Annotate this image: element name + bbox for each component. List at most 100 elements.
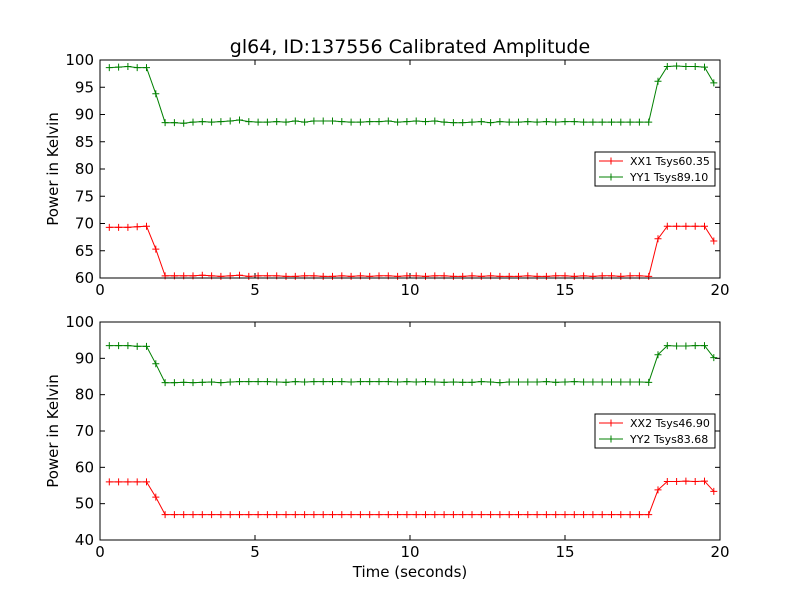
x-tick-label: 20	[710, 543, 729, 561]
data-point	[366, 378, 374, 386]
data-point	[710, 354, 718, 362]
x-tick-label: 0	[95, 543, 105, 561]
data-point	[617, 378, 625, 386]
data-point	[329, 117, 336, 125]
y-tick-label: 50	[75, 495, 94, 513]
data-point	[542, 511, 550, 519]
plot-frame	[99, 321, 721, 541]
data-point	[617, 118, 625, 126]
data-point	[608, 511, 615, 519]
data-point	[115, 63, 123, 71]
data-point	[524, 378, 532, 386]
data-point	[124, 342, 132, 350]
data-point	[701, 222, 708, 230]
data-point	[645, 511, 653, 519]
data-point	[635, 118, 643, 126]
x-tick-label: 20	[710, 281, 729, 299]
data-point	[635, 378, 643, 386]
data-point	[208, 511, 216, 519]
data-point	[487, 119, 495, 127]
x-tick-label: 10	[400, 543, 419, 561]
data-point	[626, 378, 634, 386]
y-tick-label: 70	[75, 422, 94, 440]
data-point	[487, 511, 495, 519]
data-point	[449, 378, 457, 386]
data-point	[459, 378, 467, 386]
data-point	[347, 118, 355, 126]
data-point	[356, 118, 364, 126]
data-point	[645, 118, 653, 126]
data-point	[301, 378, 309, 386]
data-point	[366, 272, 374, 280]
data-point	[505, 378, 513, 386]
data-point	[505, 118, 513, 126]
x-tick-label: 15	[555, 543, 574, 561]
legend-marker	[607, 157, 615, 165]
data-point	[617, 511, 625, 519]
data-point	[170, 511, 178, 519]
data-point	[691, 342, 699, 350]
data-point	[115, 342, 123, 350]
data-point	[375, 511, 383, 519]
data-point	[217, 118, 225, 126]
data-point	[245, 118, 253, 126]
data-point	[338, 378, 346, 386]
data-point	[477, 378, 485, 386]
data-point	[170, 119, 178, 127]
data-point	[682, 63, 690, 71]
data-point	[329, 272, 336, 280]
data-point	[291, 117, 299, 125]
data-point	[198, 511, 206, 519]
data-point	[701, 342, 708, 350]
data-point	[496, 118, 504, 126]
data-point	[282, 378, 290, 386]
data-point	[301, 118, 309, 126]
data-point	[477, 272, 485, 280]
y-tick-label: 80	[75, 386, 94, 404]
data-point	[589, 272, 597, 280]
data-point	[691, 63, 699, 71]
data-point	[487, 378, 495, 386]
data-point	[115, 223, 123, 231]
data-point	[263, 118, 271, 126]
data-point	[431, 117, 439, 125]
data-point	[422, 378, 429, 386]
data-point	[310, 378, 318, 386]
data-point	[673, 62, 681, 70]
data-point	[152, 245, 160, 253]
data-point	[291, 511, 299, 519]
data-point	[682, 477, 690, 485]
data-point	[319, 117, 327, 125]
data-point	[245, 378, 253, 386]
data-point	[189, 118, 197, 126]
data-point	[254, 511, 262, 519]
data-point	[524, 511, 532, 519]
data-point	[561, 378, 569, 386]
data-point	[198, 378, 206, 386]
legend-marker	[607, 435, 615, 443]
data-point	[273, 511, 281, 519]
data-point	[468, 511, 476, 519]
series-line	[109, 65, 715, 124]
data-point	[682, 342, 690, 350]
data-point	[301, 511, 309, 519]
data-point	[477, 118, 485, 126]
data-point	[431, 511, 439, 519]
data-point	[319, 272, 327, 280]
legend: XX1 Tsys60.35 YY1 Tsys89.10	[594, 151, 716, 187]
data-point	[133, 64, 141, 72]
data-point	[356, 378, 364, 386]
data-point	[505, 272, 513, 280]
data-point	[468, 118, 476, 126]
data-point	[468, 378, 476, 386]
data-point	[701, 63, 708, 71]
data-point	[115, 478, 123, 486]
data-point	[143, 222, 150, 230]
data-point	[152, 90, 160, 98]
y-tick-label: 90	[75, 349, 94, 367]
data-point	[570, 511, 578, 519]
data-point	[542, 378, 550, 386]
data-point	[329, 378, 336, 386]
data-point	[608, 118, 615, 126]
y-tick-label: 100	[65, 51, 94, 69]
